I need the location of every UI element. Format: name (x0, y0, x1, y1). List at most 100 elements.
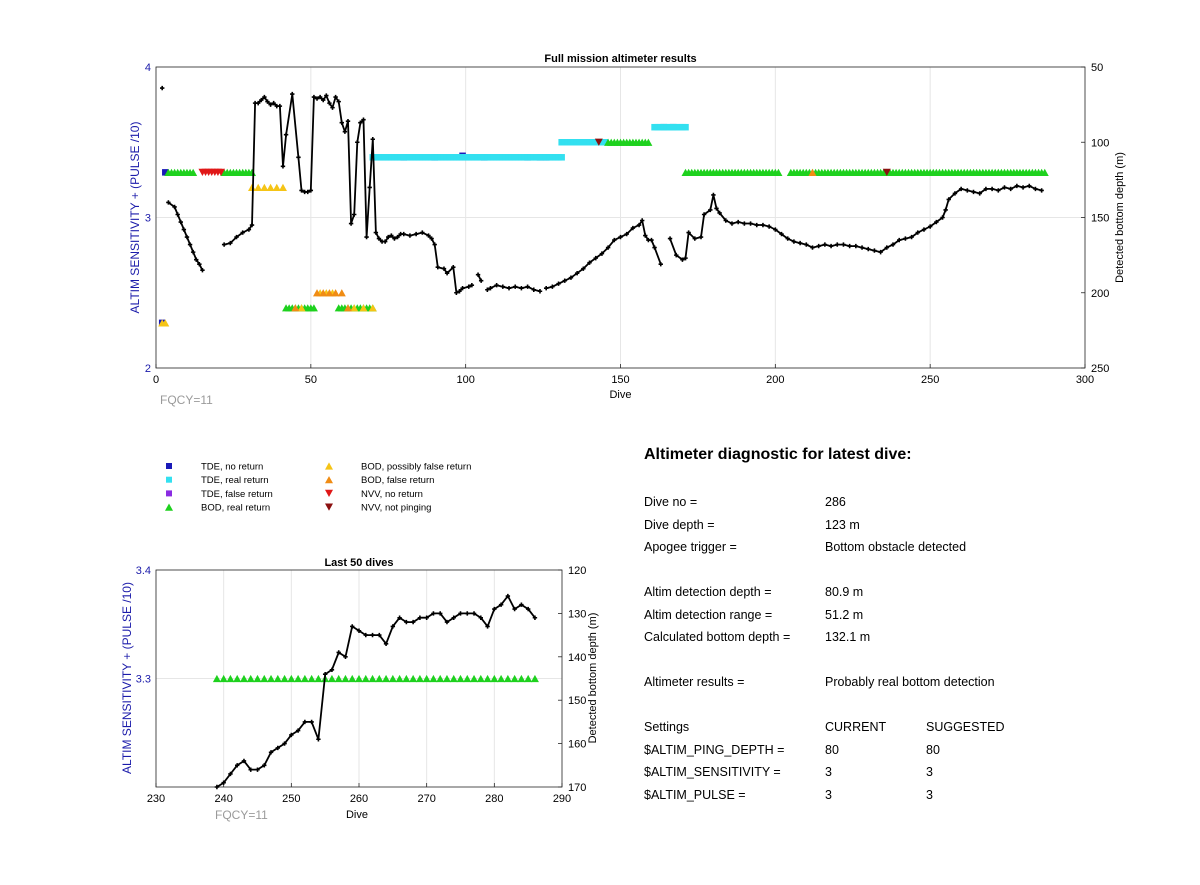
depth-point (330, 105, 335, 110)
full-mission-chart: Full mission altimeter results 0 50 100 150… (128, 53, 1126, 407)
depth-point (457, 289, 462, 294)
frequency-note: FQCY=11 (215, 808, 268, 822)
altim-range-value: 51.2 m (825, 607, 864, 622)
depth-point (943, 207, 948, 213)
depth-point (729, 221, 735, 226)
bod-real-return-marker (260, 674, 269, 683)
bod-possibly-false-return-marker (254, 183, 263, 191)
depth-point (915, 230, 920, 235)
bod-real-return-marker (246, 674, 255, 683)
depth-point (612, 237, 617, 243)
y-left-tick-label: 3.4 (136, 565, 151, 577)
depth-point (469, 283, 475, 288)
bod-possibly-false-return-marker (359, 304, 368, 312)
depth-point (317, 94, 323, 100)
setting-name: $ALTIM_PING_DEPTH = (644, 742, 785, 757)
x-tick-label: 240 (214, 793, 232, 805)
depth-point (841, 242, 846, 247)
depth-point (370, 632, 375, 638)
legend: TDE, no return TDE, real return TDE, false… (165, 462, 471, 514)
depth-point (658, 261, 663, 267)
nvv-not-pinging-marker (882, 168, 891, 176)
apogee-value: Bottom obstacle detected (825, 540, 967, 554)
x-tick-label: 250 (921, 374, 939, 386)
suggested-header: SUGGESTED (926, 720, 1005, 734)
depth-point (249, 222, 255, 228)
legend-swatch (325, 476, 333, 484)
bod-possibly-false-return-marker (297, 304, 306, 312)
legend-entry-label: BOD, false return (361, 475, 434, 486)
bod-real-return-marker (470, 674, 479, 683)
bod-false-return-marker (325, 289, 334, 297)
depth-point (390, 624, 396, 629)
apogee-row: Apogee trigger = Bottom obstacle detecte… (644, 540, 1164, 563)
depth-point (431, 611, 436, 616)
chart-title: Last 50 dives (324, 557, 393, 569)
depth-point (311, 94, 317, 100)
bod-real-return-marker (368, 674, 377, 683)
depth-point (593, 255, 598, 261)
depth-point (835, 242, 840, 247)
bod-real-return-marker (280, 674, 289, 683)
depth-point (336, 650, 341, 655)
depth-point (556, 281, 561, 286)
bod-real-return-marker (348, 674, 357, 683)
bod-real-return-marker (314, 674, 323, 683)
depth-point (420, 230, 425, 235)
bod-real-return-marker (422, 674, 431, 683)
depth-point (652, 245, 657, 250)
depth-point (550, 284, 555, 289)
bod-real-return-marker (483, 674, 492, 683)
setting-suggested: 80 (926, 742, 940, 757)
depth-point (351, 212, 357, 217)
setting-suggested: 3 (926, 765, 933, 779)
depth-point (460, 286, 465, 291)
depth-point (336, 99, 341, 104)
depth-point (305, 189, 310, 195)
depth-point (1020, 185, 1026, 190)
bod-real-return-marker (226, 674, 235, 683)
depth-point (345, 118, 351, 124)
depth-point (940, 215, 945, 220)
y-left-tick-label: 3 (145, 213, 151, 225)
x-axis-label: Dive (609, 389, 631, 401)
setting-suggested: 3 (926, 787, 933, 802)
y-right-tick-label: 140 (568, 652, 586, 664)
bod-false-return-marker (808, 168, 817, 176)
legend-entry-label: NVV, not pinging (361, 503, 431, 514)
depth-point (475, 272, 481, 277)
depth-point (909, 234, 914, 240)
depth-point (248, 767, 253, 772)
depth-point (234, 234, 239, 240)
depth-point (268, 750, 274, 755)
x-tick-label: 300 (1076, 374, 1094, 386)
bod-real-return-marker (219, 674, 228, 683)
depth-point (1002, 185, 1007, 190)
depth-point (327, 100, 332, 106)
x-tick-label: 250 (282, 793, 300, 805)
calc-bottom-value: 132.1 m (825, 630, 871, 644)
depth-point (322, 671, 328, 677)
x-tick-label: 260 (350, 793, 368, 805)
depth-point (791, 239, 797, 244)
x-tick-label: 200 (766, 374, 784, 386)
depth-point (265, 99, 270, 104)
legend-entry-label: BOD, real return (201, 503, 270, 514)
legend-swatch (325, 503, 333, 511)
depth-point (581, 266, 586, 271)
depth-point (983, 186, 989, 192)
depth-point (241, 758, 247, 764)
depth-point (512, 606, 517, 612)
y-left-tick-label: 3.3 (136, 674, 151, 686)
depth-line (545, 219, 662, 290)
depth-point (599, 251, 605, 256)
depth-point (417, 615, 423, 620)
y-right-tick-label: 130 (568, 608, 586, 620)
depth-point (525, 606, 531, 612)
legend-swatch (325, 489, 333, 497)
depth-point (262, 763, 267, 768)
depth-point (587, 260, 592, 265)
bod-real-return-marker (361, 674, 370, 683)
depth-point (361, 117, 366, 122)
depth-point (872, 248, 877, 253)
